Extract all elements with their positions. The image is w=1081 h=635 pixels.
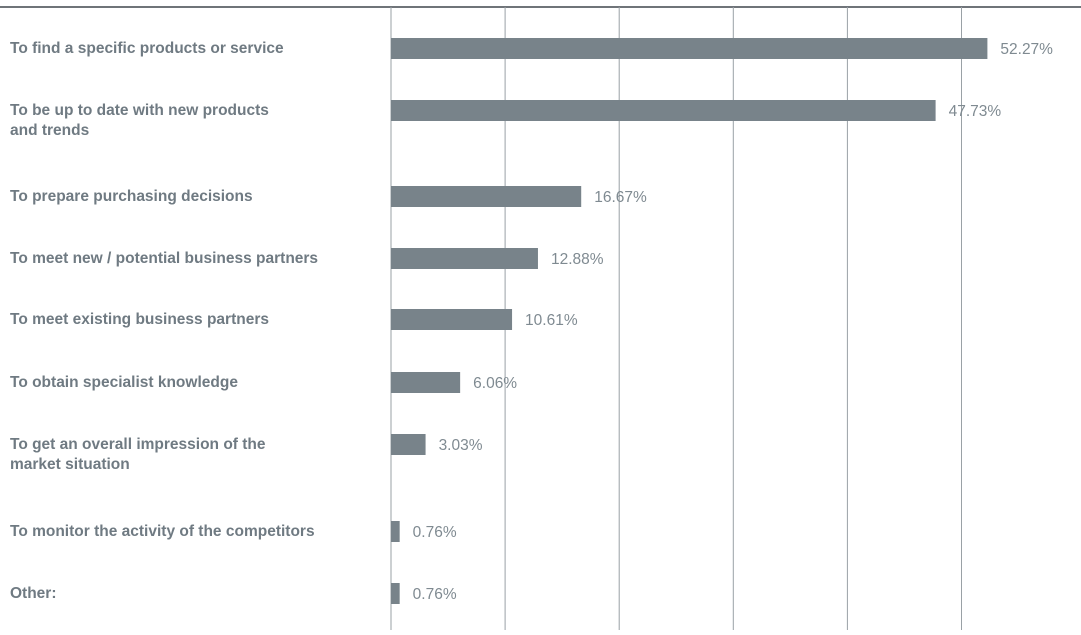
bar: [391, 186, 582, 207]
bar: [391, 434, 426, 455]
category-label: To meet new / potential business partner…: [10, 250, 318, 267]
category-label-line: To find a specific products or service: [10, 40, 284, 57]
category-label: To obtain specialist knowledge: [10, 374, 238, 391]
value-label: 16.67%: [594, 189, 647, 206]
bar: [391, 372, 461, 393]
category-label-line: Other:: [10, 585, 57, 602]
value-label: 0.76%: [413, 524, 457, 541]
bar: [391, 248, 538, 269]
category-label: To monitor the activity of the competito…: [10, 523, 315, 540]
category-label-line: To obtain specialist knowledge: [10, 374, 238, 391]
category-label-line: To meet new / potential business partner…: [10, 250, 318, 267]
category-label-line: To prepare purchasing decisions: [10, 188, 253, 205]
value-label: 12.88%: [551, 251, 604, 268]
category-label-line: To meet existing business partners: [10, 311, 269, 328]
category-label: To find a specific products or service: [10, 40, 284, 57]
category-label-line: and trends: [10, 122, 89, 139]
value-label: 3.03%: [439, 437, 483, 454]
bar: [391, 583, 400, 604]
bar: [391, 100, 936, 121]
category-label-line: To be up to date with new products: [10, 102, 269, 119]
category-label: Other:: [10, 585, 57, 602]
category-label: To be up to date with new products and tr…: [10, 102, 269, 139]
value-label: 52.27%: [1000, 41, 1053, 58]
category-label-line: To get an overall impression of the: [10, 436, 266, 453]
category-label: To prepare purchasing decisions: [10, 188, 253, 205]
value-label: 0.76%: [413, 586, 457, 603]
category-label-line: market situation: [10, 456, 130, 473]
category-label-line: To monitor the activity of the competito…: [10, 523, 315, 540]
value-label: 6.06%: [473, 375, 517, 392]
bar: [391, 521, 400, 542]
bar: [391, 38, 988, 59]
category-label: To get an overall impression of the marke…: [10, 436, 266, 473]
bar: [391, 309, 513, 330]
value-label: 10.61%: [525, 312, 578, 329]
category-label: To meet existing business partners: [10, 311, 269, 328]
value-label: 47.73%: [949, 103, 1002, 120]
